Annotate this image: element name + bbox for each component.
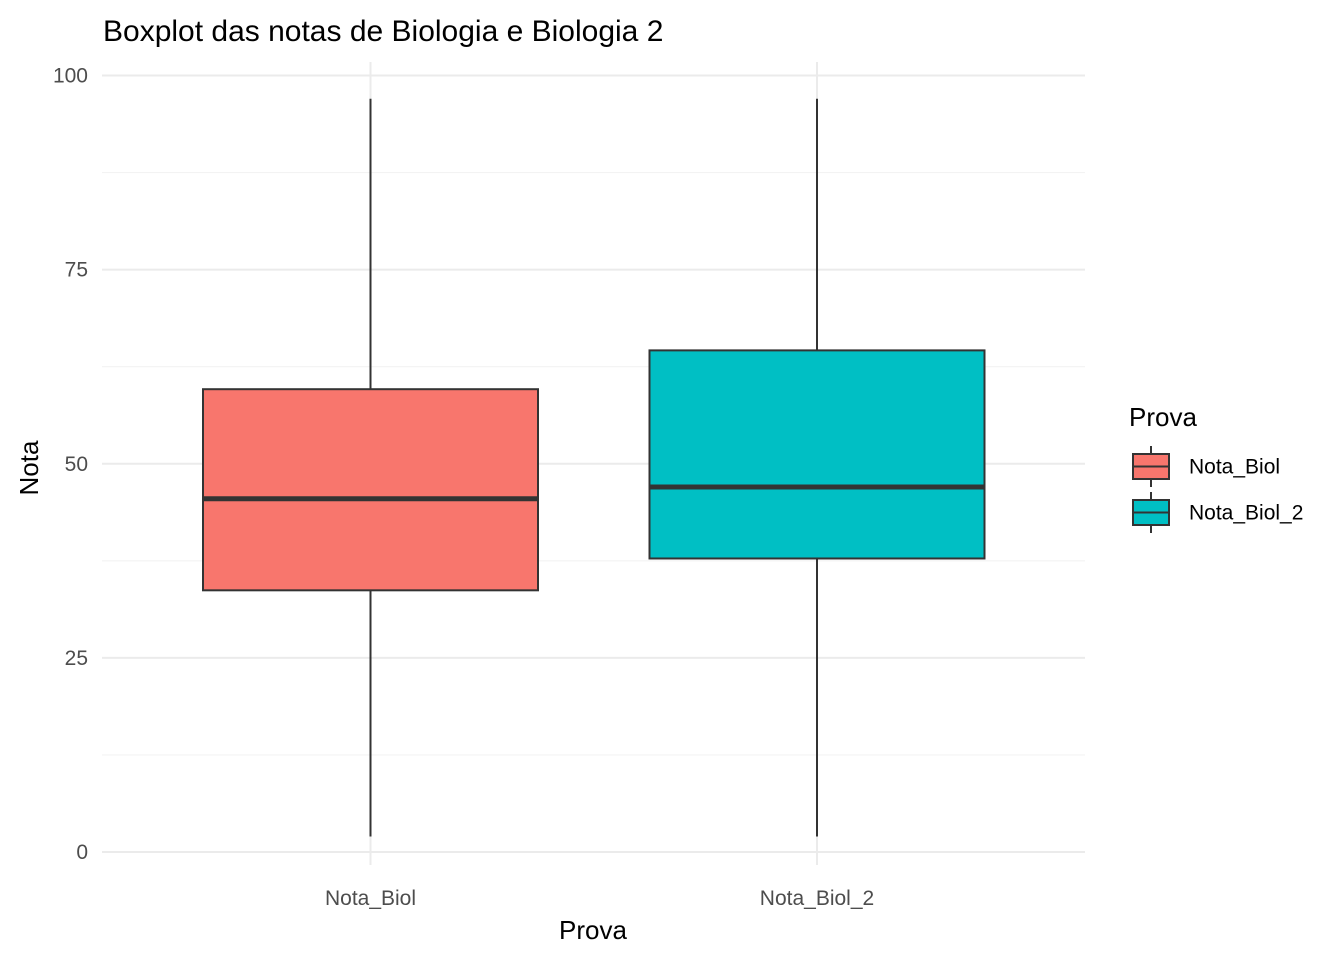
legend-title: Prova bbox=[1129, 402, 1197, 432]
legend-label: Nota_Biol bbox=[1189, 456, 1280, 479]
legend-item-nota-biol-2: Nota_Biol_2 bbox=[1132, 492, 1303, 533]
y-axis-ticks: 0 25 50 75 100 bbox=[53, 65, 88, 865]
box-iqr bbox=[648, 349, 986, 560]
x-tick-label: Nota_Biol bbox=[325, 887, 416, 910]
box-iqr bbox=[202, 388, 539, 592]
y-tick-label: 75 bbox=[65, 259, 88, 282]
y-tick-label: 100 bbox=[53, 65, 88, 88]
legend-item-nota-biol: Nota_Biol bbox=[1132, 446, 1280, 487]
legend: Prova Nota_Biol Nota_Biol_2 bbox=[1129, 402, 1303, 533]
chart-title: Boxplot das notas de Biologia e Biologia… bbox=[103, 15, 663, 48]
boxes-layer bbox=[202, 98, 986, 837]
box-nota-biol-2 bbox=[648, 98, 986, 837]
y-tick-label: 50 bbox=[65, 453, 88, 476]
x-axis-title: Prova bbox=[559, 915, 627, 945]
x-tick-label: Nota_Biol_2 bbox=[760, 887, 874, 910]
y-tick-label: 0 bbox=[76, 841, 88, 864]
x-axis-ticks: Nota_Biol Nota_Biol_2 bbox=[325, 887, 874, 910]
y-tick-label: 25 bbox=[65, 647, 88, 670]
legend-label: Nota_Biol_2 bbox=[1189, 502, 1303, 525]
y-axis-title: Nota bbox=[14, 440, 44, 495]
box-nota-biol bbox=[202, 98, 539, 837]
